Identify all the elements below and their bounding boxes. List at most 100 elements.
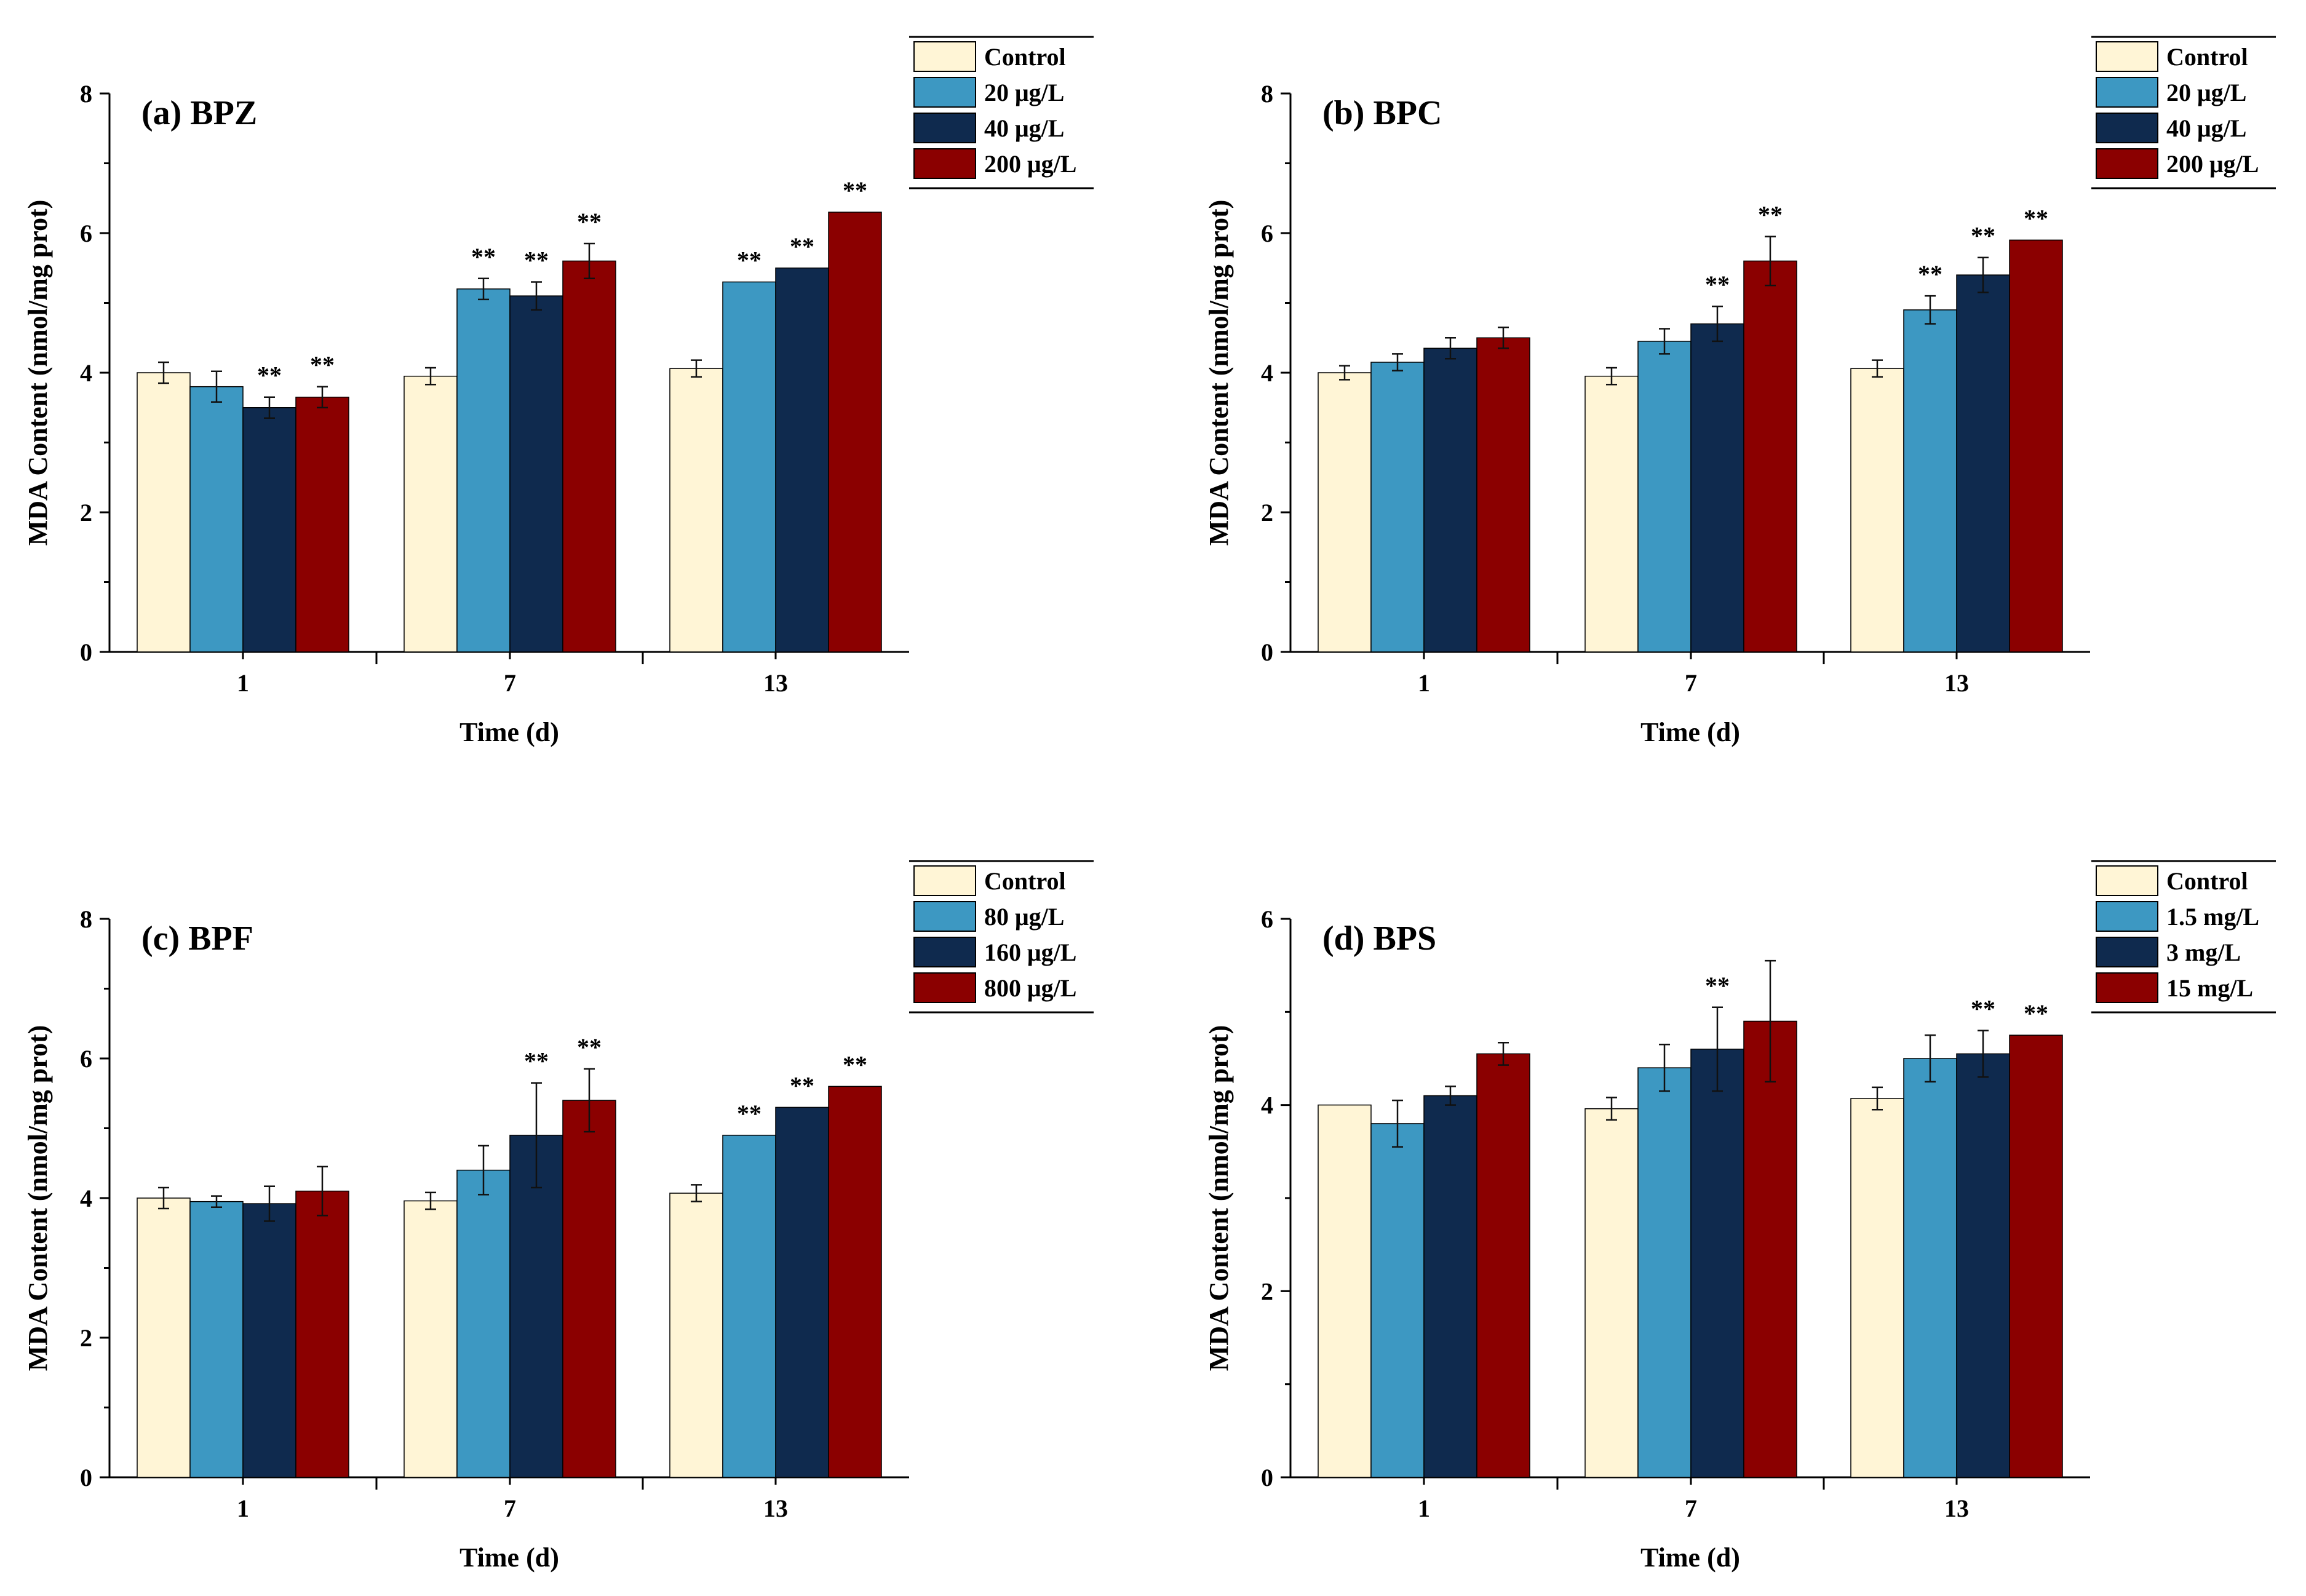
- legend-swatch-1: [2096, 865, 2158, 896]
- bar-1.5-mg/L-day-1: [1370, 1123, 1425, 1478]
- significance-label: **: [843, 1050, 867, 1078]
- legend: Control 1.5 mg/L 3 mg/L 15 mg/L: [2091, 860, 2276, 1014]
- legend-label-3: 40 μg/L: [984, 114, 1064, 142]
- x-tick-label: 13: [1944, 1495, 1969, 1522]
- legend: Control 80 μg/L 160 μg/L 800 μg/L: [909, 860, 1094, 1014]
- panel-title: (b) BPC: [1322, 94, 1442, 132]
- x-tick-label: 7: [504, 669, 516, 697]
- legend-label-1: Control: [984, 43, 1066, 71]
- significance-label: **: [1971, 995, 1995, 1023]
- x-tick-label: 13: [1944, 669, 1969, 697]
- x-tick-label: 1: [1418, 1495, 1430, 1522]
- y-tick-label: 4: [1261, 1092, 1273, 1119]
- chart-panel-4: 0 2 4 6 1 7 13 ** ** ** (d) BPS Time (d) MDA Content…: [1204, 860, 2276, 1573]
- bar-80-μg/L-day-13: [722, 1135, 776, 1478]
- legend-swatch-4: [2096, 148, 2158, 179]
- y-tick-label: 8: [80, 80, 92, 108]
- bar-Control-day-1: [137, 1197, 191, 1478]
- x-tick-label: 1: [237, 1495, 249, 1522]
- significance-label: **: [310, 351, 335, 379]
- significance-label: **: [1705, 271, 1730, 298]
- legend-label-2: 80 μg/L: [984, 903, 1064, 931]
- bar-40-μg/L-day-13: [775, 268, 829, 653]
- significance-label: **: [2024, 999, 2048, 1027]
- legend-label-1: Control: [2166, 867, 2248, 895]
- x-axis-label: Time (d): [459, 717, 559, 747]
- significance-label: **: [1971, 222, 1995, 250]
- bar-40-μg/L-day-1: [242, 407, 296, 653]
- y-tick-label: 8: [1261, 80, 1273, 108]
- y-tick-label: 0: [1261, 638, 1273, 666]
- bar-800-μg/L-day-7: [562, 1100, 616, 1478]
- y-tick-label: 4: [80, 1185, 92, 1212]
- x-axis-label: Time (d): [1640, 1542, 1740, 1573]
- y-tick-label: 0: [1261, 1464, 1273, 1491]
- bar-160-μg/L-day-1: [242, 1203, 296, 1478]
- y-tick-label: 6: [1261, 905, 1273, 933]
- legend-swatch-4: [913, 148, 976, 179]
- bar-Control-day-7: [1584, 1108, 1639, 1478]
- legend-label-2: 20 μg/L: [984, 79, 1064, 106]
- bar-Control-day-13: [669, 368, 723, 653]
- y-tick-label: 0: [80, 1464, 92, 1491]
- significance-label: **: [843, 177, 867, 204]
- y-tick-label: 2: [80, 499, 92, 526]
- x-tick-label: 7: [504, 1495, 516, 1522]
- legend: Control 20 μg/L 40 μg/L 200 μg/L: [909, 36, 1094, 189]
- bar-800-μg/L-day-1: [295, 1190, 349, 1478]
- significance-label: **: [790, 232, 814, 260]
- significance-label: **: [1758, 201, 1783, 229]
- significance-label: **: [577, 1033, 602, 1061]
- y-tick-label: 6: [80, 220, 92, 247]
- significance-label: **: [524, 246, 549, 274]
- panel-title: (a) BPZ: [141, 94, 257, 132]
- bar-200-μg/L-day-7: [562, 260, 616, 653]
- bar-20-μg/L-day-1: [1370, 362, 1425, 653]
- y-axis-label: MDA Content (nmol/mg prot): [1204, 200, 1234, 546]
- legend-label-1: Control: [984, 867, 1066, 895]
- bar-200-μg/L-day-13: [2009, 239, 2063, 653]
- significance-label: **: [737, 1100, 761, 1127]
- legend-swatch-4: [913, 972, 976, 1003]
- bar-1.5-mg/L-day-7: [1637, 1067, 1692, 1478]
- legend-label-1: Control: [2166, 43, 2248, 71]
- significance-label: **: [471, 243, 496, 271]
- bar-20-μg/L-day-13: [722, 281, 776, 653]
- y-tick-label: 4: [1261, 359, 1273, 387]
- bar-Control-day-7: [404, 1200, 458, 1478]
- significance-label: **: [524, 1047, 549, 1075]
- y-tick-label: 4: [80, 359, 92, 387]
- x-tick-label: 13: [763, 669, 788, 697]
- bar-200-μg/L-day-1: [1476, 337, 1530, 653]
- significance-label: **: [257, 362, 282, 389]
- legend-swatch-3: [913, 937, 976, 967]
- legend-swatch-1: [2096, 41, 2158, 72]
- legend-label-3: 3 mg/L: [2166, 939, 2241, 966]
- legend-label-4: 15 mg/L: [2166, 974, 2253, 1002]
- legend-swatch-1: [913, 41, 976, 72]
- x-tick-label: 1: [237, 669, 249, 697]
- legend-swatch-2: [913, 901, 976, 932]
- y-tick-label: 8: [80, 905, 92, 933]
- bar-40-μg/L-day-13: [1956, 274, 2010, 653]
- legend-swatch-3: [913, 113, 976, 143]
- bar-15-mg/L-day-7: [1743, 1020, 1797, 1478]
- bar-200-μg/L-day-7: [1743, 260, 1797, 653]
- bar-20-μg/L-day-13: [1903, 309, 1957, 653]
- bar-200-μg/L-day-13: [828, 212, 882, 653]
- bar-80-μg/L-day-1: [189, 1201, 244, 1478]
- y-axis-label: MDA Content (nmol/mg prot): [23, 200, 53, 546]
- bar-20-μg/L-day-1: [189, 386, 244, 653]
- bar-200-μg/L-day-1: [295, 396, 349, 653]
- y-axis-label: MDA Content (nmol/mg prot): [23, 1025, 53, 1372]
- x-tick-label: 13: [763, 1495, 788, 1522]
- x-tick-label: 7: [1685, 669, 1697, 697]
- legend-label-3: 160 μg/L: [984, 939, 1076, 966]
- x-axis-label: Time (d): [459, 1542, 559, 1573]
- bar-40-μg/L-day-1: [1423, 347, 1477, 653]
- x-axis-label: Time (d): [1640, 717, 1740, 747]
- significance-label: **: [2024, 204, 2048, 232]
- significance-label: **: [577, 208, 602, 236]
